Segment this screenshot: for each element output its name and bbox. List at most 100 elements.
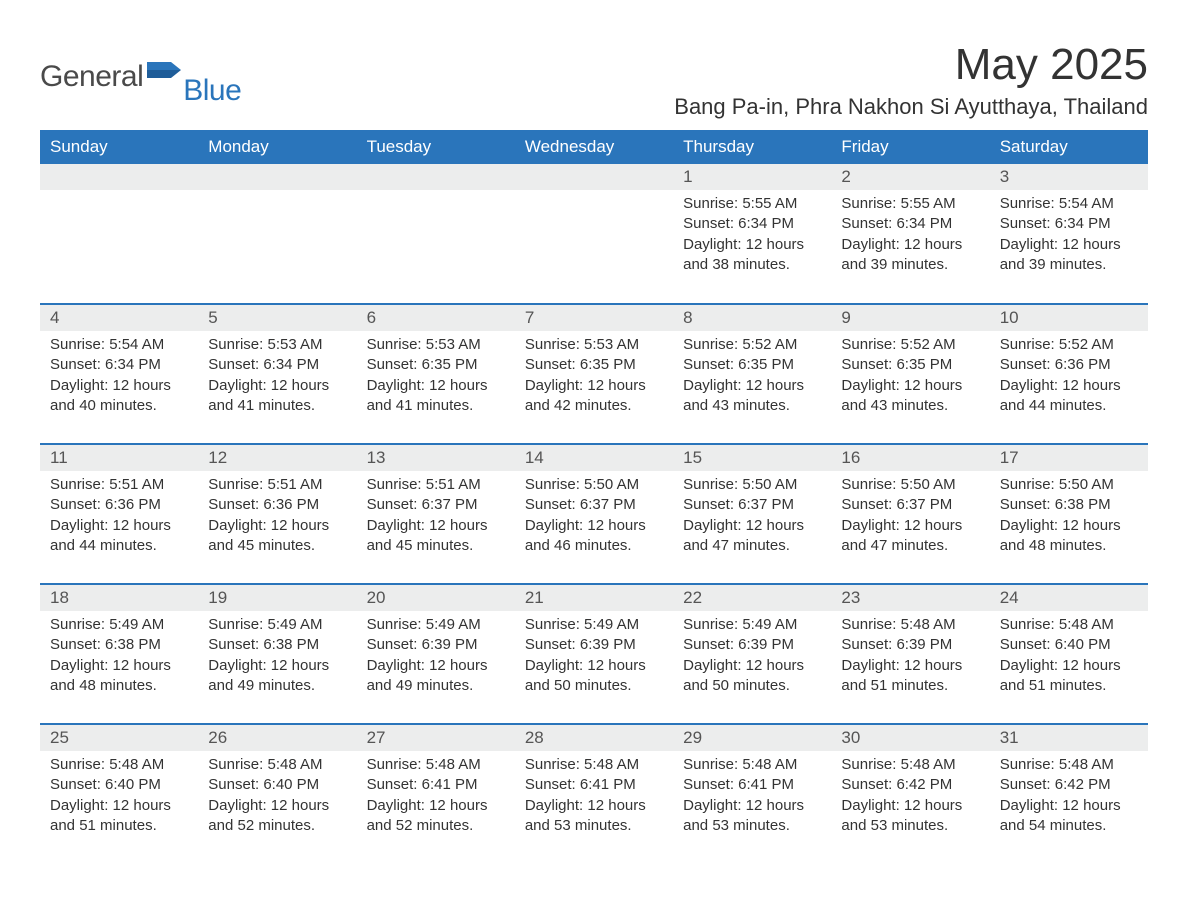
day-number: 26 bbox=[198, 725, 356, 751]
day-content: Sunrise: 5:51 AMSunset: 6:36 PMDaylight:… bbox=[40, 471, 198, 564]
sunset-line: Sunset: 6:35 PM bbox=[841, 355, 979, 375]
sunset-line: Sunset: 6:38 PM bbox=[208, 635, 346, 655]
sunrise-line: Sunrise: 5:48 AM bbox=[525, 755, 663, 775]
daylight-line: Daylight: 12 hours and 39 minutes. bbox=[1000, 235, 1138, 276]
day-content: Sunrise: 5:49 AMSunset: 6:39 PMDaylight:… bbox=[357, 611, 515, 704]
calendar-day-cell: 12Sunrise: 5:51 AMSunset: 6:36 PMDayligh… bbox=[198, 444, 356, 584]
sunrise-line: Sunrise: 5:48 AM bbox=[1000, 615, 1138, 635]
day-number: 7 bbox=[515, 305, 673, 331]
day-content: Sunrise: 5:54 AMSunset: 6:34 PMDaylight:… bbox=[990, 190, 1148, 283]
day-content: Sunrise: 5:50 AMSunset: 6:38 PMDaylight:… bbox=[990, 471, 1148, 564]
sunset-line: Sunset: 6:39 PM bbox=[841, 635, 979, 655]
calendar-day-cell: 23Sunrise: 5:48 AMSunset: 6:39 PMDayligh… bbox=[831, 584, 989, 724]
daylight-line: Daylight: 12 hours and 51 minutes. bbox=[841, 656, 979, 697]
daylight-line: Daylight: 12 hours and 46 minutes. bbox=[525, 516, 663, 557]
daylight-line: Daylight: 12 hours and 52 minutes. bbox=[367, 796, 505, 837]
calendar-day-cell: 15Sunrise: 5:50 AMSunset: 6:37 PMDayligh… bbox=[673, 444, 831, 584]
sunrise-line: Sunrise: 5:48 AM bbox=[683, 755, 821, 775]
weekday-header: Sunday bbox=[40, 130, 198, 164]
sunset-line: Sunset: 6:40 PM bbox=[208, 775, 346, 795]
sunrise-line: Sunrise: 5:48 AM bbox=[841, 615, 979, 635]
day-number: 30 bbox=[831, 725, 989, 751]
calendar-day-cell: 11Sunrise: 5:51 AMSunset: 6:36 PMDayligh… bbox=[40, 444, 198, 584]
day-content: Sunrise: 5:48 AMSunset: 6:42 PMDaylight:… bbox=[831, 751, 989, 844]
day-content: Sunrise: 5:50 AMSunset: 6:37 PMDaylight:… bbox=[831, 471, 989, 564]
calendar-week-row: 1Sunrise: 5:55 AMSunset: 6:34 PMDaylight… bbox=[40, 164, 1148, 304]
calendar-day-cell: 27Sunrise: 5:48 AMSunset: 6:41 PMDayligh… bbox=[357, 724, 515, 864]
day-content: Sunrise: 5:54 AMSunset: 6:34 PMDaylight:… bbox=[40, 331, 198, 424]
sunrise-line: Sunrise: 5:50 AM bbox=[683, 475, 821, 495]
day-number: 28 bbox=[515, 725, 673, 751]
sunrise-line: Sunrise: 5:50 AM bbox=[1000, 475, 1138, 495]
sunrise-line: Sunrise: 5:54 AM bbox=[50, 335, 188, 355]
sunrise-line: Sunrise: 5:49 AM bbox=[208, 615, 346, 635]
calendar-day-cell: 22Sunrise: 5:49 AMSunset: 6:39 PMDayligh… bbox=[673, 584, 831, 724]
calendar-day-cell: 31Sunrise: 5:48 AMSunset: 6:42 PMDayligh… bbox=[990, 724, 1148, 864]
day-content: Sunrise: 5:52 AMSunset: 6:35 PMDaylight:… bbox=[831, 331, 989, 424]
calendar-day-cell: 29Sunrise: 5:48 AMSunset: 6:41 PMDayligh… bbox=[673, 724, 831, 864]
calendar-day-cell: 20Sunrise: 5:49 AMSunset: 6:39 PMDayligh… bbox=[357, 584, 515, 724]
daylight-line: Daylight: 12 hours and 49 minutes. bbox=[208, 656, 346, 697]
daylight-line: Daylight: 12 hours and 40 minutes. bbox=[50, 376, 188, 417]
sunrise-line: Sunrise: 5:49 AM bbox=[50, 615, 188, 635]
day-number: 4 bbox=[40, 305, 198, 331]
sunrise-line: Sunrise: 5:53 AM bbox=[525, 335, 663, 355]
daylight-line: Daylight: 12 hours and 39 minutes. bbox=[841, 235, 979, 276]
daylight-line: Daylight: 12 hours and 53 minutes. bbox=[841, 796, 979, 837]
day-content: Sunrise: 5:50 AMSunset: 6:37 PMDaylight:… bbox=[673, 471, 831, 564]
sunset-line: Sunset: 6:39 PM bbox=[367, 635, 505, 655]
sunrise-line: Sunrise: 5:51 AM bbox=[50, 475, 188, 495]
calendar-day-cell bbox=[198, 164, 356, 304]
day-content: Sunrise: 5:52 AMSunset: 6:35 PMDaylight:… bbox=[673, 331, 831, 424]
calendar-body: 1Sunrise: 5:55 AMSunset: 6:34 PMDaylight… bbox=[40, 164, 1148, 864]
calendar-day-cell: 2Sunrise: 5:55 AMSunset: 6:34 PMDaylight… bbox=[831, 164, 989, 304]
calendar-week-row: 25Sunrise: 5:48 AMSunset: 6:40 PMDayligh… bbox=[40, 724, 1148, 864]
sunset-line: Sunset: 6:37 PM bbox=[841, 495, 979, 515]
day-number: 3 bbox=[990, 164, 1148, 190]
daylight-line: Daylight: 12 hours and 45 minutes. bbox=[367, 516, 505, 557]
calendar-table: SundayMondayTuesdayWednesdayThursdayFrid… bbox=[40, 130, 1148, 864]
daylight-line: Daylight: 12 hours and 41 minutes. bbox=[367, 376, 505, 417]
sunrise-line: Sunrise: 5:55 AM bbox=[841, 194, 979, 214]
sunset-line: Sunset: 6:41 PM bbox=[367, 775, 505, 795]
day-number: 2 bbox=[831, 164, 989, 190]
daylight-line: Daylight: 12 hours and 51 minutes. bbox=[1000, 656, 1138, 697]
sunrise-line: Sunrise: 5:50 AM bbox=[841, 475, 979, 495]
sunset-line: Sunset: 6:37 PM bbox=[367, 495, 505, 515]
sunset-line: Sunset: 6:39 PM bbox=[683, 635, 821, 655]
day-number: 13 bbox=[357, 445, 515, 471]
calendar-day-cell: 1Sunrise: 5:55 AMSunset: 6:34 PMDaylight… bbox=[673, 164, 831, 304]
sunset-line: Sunset: 6:41 PM bbox=[683, 775, 821, 795]
sunrise-line: Sunrise: 5:49 AM bbox=[683, 615, 821, 635]
sunrise-line: Sunrise: 5:48 AM bbox=[841, 755, 979, 775]
sunrise-line: Sunrise: 5:48 AM bbox=[367, 755, 505, 775]
sunrise-line: Sunrise: 5:53 AM bbox=[208, 335, 346, 355]
calendar-day-cell: 9Sunrise: 5:52 AMSunset: 6:35 PMDaylight… bbox=[831, 304, 989, 444]
calendar-day-cell: 7Sunrise: 5:53 AMSunset: 6:35 PMDaylight… bbox=[515, 304, 673, 444]
sunrise-line: Sunrise: 5:54 AM bbox=[1000, 194, 1138, 214]
sunset-line: Sunset: 6:34 PM bbox=[683, 214, 821, 234]
sunset-line: Sunset: 6:42 PM bbox=[1000, 775, 1138, 795]
calendar-day-cell: 24Sunrise: 5:48 AMSunset: 6:40 PMDayligh… bbox=[990, 584, 1148, 724]
calendar-day-cell: 28Sunrise: 5:48 AMSunset: 6:41 PMDayligh… bbox=[515, 724, 673, 864]
sunrise-line: Sunrise: 5:52 AM bbox=[1000, 335, 1138, 355]
daylight-line: Daylight: 12 hours and 42 minutes. bbox=[525, 376, 663, 417]
day-content: Sunrise: 5:49 AMSunset: 6:39 PMDaylight:… bbox=[673, 611, 831, 704]
day-content: Sunrise: 5:53 AMSunset: 6:35 PMDaylight:… bbox=[515, 331, 673, 424]
calendar-day-cell: 14Sunrise: 5:50 AMSunset: 6:37 PMDayligh… bbox=[515, 444, 673, 584]
daylight-line: Daylight: 12 hours and 50 minutes. bbox=[525, 656, 663, 697]
weekday-header: Wednesday bbox=[515, 130, 673, 164]
day-number: 19 bbox=[198, 585, 356, 611]
daylight-line: Daylight: 12 hours and 54 minutes. bbox=[1000, 796, 1138, 837]
calendar-day-cell: 25Sunrise: 5:48 AMSunset: 6:40 PMDayligh… bbox=[40, 724, 198, 864]
sunset-line: Sunset: 6:39 PM bbox=[525, 635, 663, 655]
day-number: 11 bbox=[40, 445, 198, 471]
day-content: Sunrise: 5:53 AMSunset: 6:34 PMDaylight:… bbox=[198, 331, 356, 424]
daylight-line: Daylight: 12 hours and 43 minutes. bbox=[841, 376, 979, 417]
calendar-day-cell: 8Sunrise: 5:52 AMSunset: 6:35 PMDaylight… bbox=[673, 304, 831, 444]
day-number: 25 bbox=[40, 725, 198, 751]
empty-day-header bbox=[198, 164, 356, 190]
daylight-line: Daylight: 12 hours and 52 minutes. bbox=[208, 796, 346, 837]
sunset-line: Sunset: 6:37 PM bbox=[525, 495, 663, 515]
calendar-day-cell: 17Sunrise: 5:50 AMSunset: 6:38 PMDayligh… bbox=[990, 444, 1148, 584]
